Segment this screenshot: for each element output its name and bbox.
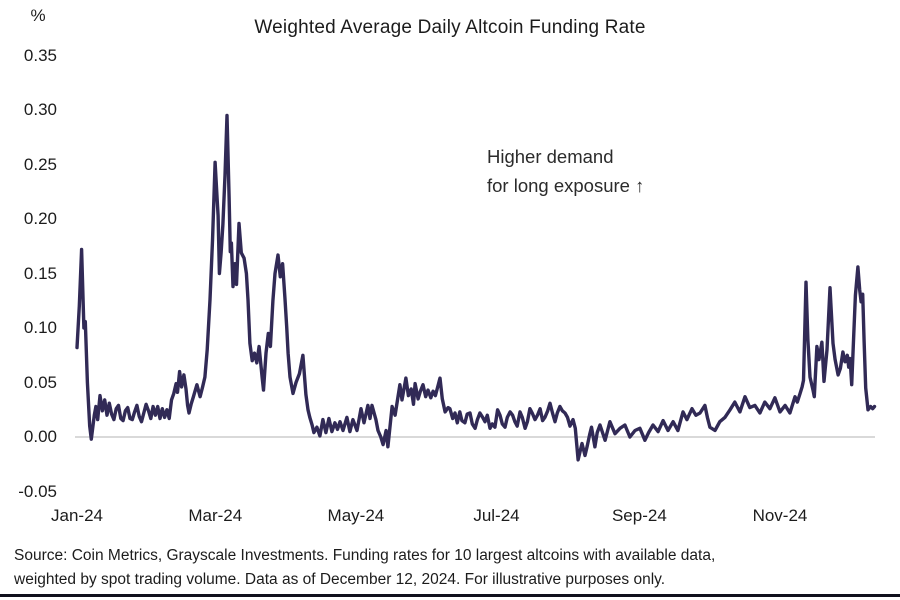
annotation-line-1: Higher demand <box>487 146 614 167</box>
source-note: Source: Coin Metrics, Grayscale Investme… <box>14 544 715 592</box>
y-axis-tick-label: -0.05 <box>18 481 57 501</box>
y-axis-unit-label: % <box>30 6 46 25</box>
y-axis-tick-label: 0.20 <box>23 209 57 228</box>
source-line-1: Source: Coin Metrics, Grayscale Investme… <box>14 547 716 564</box>
x-axis-tick-label: May-24 <box>327 506 385 525</box>
y-axis-tick-label: 0.35 <box>23 45 57 65</box>
y-axis-tick-label: 0.10 <box>23 318 57 337</box>
y-axis-tick-label: 0.00 <box>23 427 57 446</box>
page-title: Weighted Average Daily Altcoin Funding R… <box>254 17 646 38</box>
bottom-border-rule <box>0 594 900 597</box>
x-axis-tick-label: Nov-24 <box>752 506 808 525</box>
y-axis-tick-label: 0.15 <box>23 263 57 283</box>
source-line-2: weighted by spot trading volume. Data as… <box>14 571 666 588</box>
x-axis-tick-label: Mar-24 <box>188 506 243 525</box>
y-axis-tick-label: 0.25 <box>23 154 57 174</box>
funding-rate-line <box>75 113 877 462</box>
annotation-higher-demand: Higher demand for long exposure ↑ <box>487 142 644 200</box>
annotation-line-2-with-up-arrow: for long exposure ↑ <box>487 175 645 196</box>
x-axis-tick-label: Jul-24 <box>473 506 520 525</box>
x-axis-tick-label: Sep-24 <box>611 506 667 525</box>
x-axis-tick-label: Jan-24 <box>51 506 103 525</box>
y-axis-tick-label: 0.30 <box>23 100 57 119</box>
y-axis-tick-label: 0.05 <box>23 372 57 392</box>
